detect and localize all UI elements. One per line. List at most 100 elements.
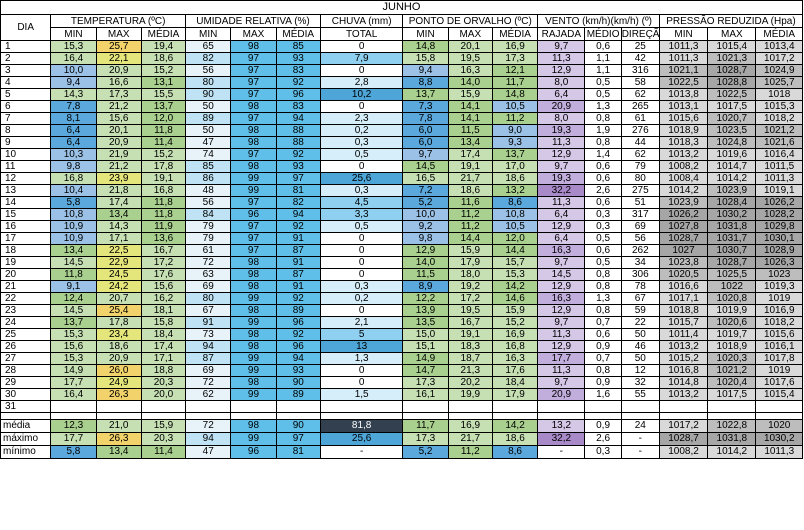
data-cell: 25,7: [95, 40, 142, 53]
data-cell: 42: [620, 52, 660, 65]
group-header: TEMPERATURA (ºC): [50, 14, 187, 28]
data-cell: 1029,8: [755, 220, 803, 233]
data-cell: 1018,2: [755, 316, 803, 329]
data-cell: 21,7: [447, 172, 493, 185]
data-cell: 19,1: [447, 160, 493, 173]
data-cell: 51: [620, 196, 660, 209]
data-cell: [185, 400, 232, 413]
data-cell: 15,3: [50, 352, 97, 365]
data-cell: 1018: [755, 88, 803, 101]
data-cell: 50: [620, 352, 660, 365]
day-number: 11: [0, 160, 52, 173]
data-cell: 99: [230, 388, 277, 401]
data-cell: 1020,7: [707, 112, 757, 125]
data-cell: 1023: [755, 268, 803, 281]
day-number: 28: [0, 364, 52, 377]
data-cell: 1030,7: [707, 244, 757, 257]
stat-label: máximo: [0, 432, 52, 446]
data-cell: 13,2: [491, 184, 539, 197]
data-cell: 276: [620, 124, 660, 137]
data-cell: 1031,8: [707, 220, 757, 233]
data-cell: 1027: [658, 244, 709, 257]
day-number: 14: [0, 196, 52, 209]
data-cell: 11,2: [447, 445, 493, 459]
data-cell: 1021,1: [658, 64, 709, 77]
data-cell: 0,8: [584, 112, 622, 125]
data-cell: [140, 400, 187, 413]
data-cell: 1017,6: [755, 376, 803, 389]
data-cell: 15,0: [402, 328, 449, 341]
group-header: CHUVA (mm): [319, 14, 404, 28]
group-header: UMIDADE RELATIVA (%): [185, 14, 321, 28]
data-cell: 11,3: [537, 52, 586, 65]
data-cell: 4,5: [319, 196, 404, 209]
data-cell: 14,9: [402, 352, 449, 365]
data-cell: 20,9: [95, 64, 142, 77]
data-cell: 20,1: [95, 124, 142, 137]
data-cell: 98: [230, 268, 277, 281]
data-cell: 93: [275, 364, 321, 377]
data-cell: 98: [230, 419, 277, 433]
data-cell: 15,3: [50, 328, 97, 341]
data-cell: [620, 400, 660, 413]
data-cell: 87: [275, 244, 321, 257]
separator-cell: [755, 412, 803, 420]
data-cell: 32,2: [537, 432, 586, 446]
data-cell: 2,3: [319, 112, 404, 125]
separator-cell: [230, 412, 277, 420]
day-number: 30: [0, 388, 52, 401]
data-cell: [447, 400, 493, 413]
data-cell: 17,8: [95, 316, 142, 329]
data-cell: 20,9: [537, 100, 586, 113]
data-cell: 9,7: [537, 316, 586, 329]
day-number: 5: [0, 88, 52, 101]
data-cell: 1,1: [584, 64, 622, 77]
data-cell: 13,5: [402, 316, 449, 329]
data-cell: 0,3: [584, 445, 622, 459]
data-cell: 16,3: [537, 244, 586, 257]
day-number: 6: [0, 100, 52, 113]
data-cell: 16,7: [140, 244, 187, 257]
data-cell: 93: [275, 160, 321, 173]
data-cell: 6,4: [537, 208, 586, 221]
column-header: MIN: [50, 27, 97, 41]
column-header: MÉDIA: [140, 27, 187, 41]
data-cell: 0,5: [319, 220, 404, 233]
data-cell: 10,9: [50, 220, 97, 233]
data-cell: 1015,3: [755, 100, 803, 113]
data-cell: 22,5: [95, 244, 142, 257]
data-cell: 8,8: [402, 76, 449, 89]
data-cell: 11,3: [537, 364, 586, 377]
data-cell: 14,2: [491, 419, 539, 433]
data-cell: 98: [230, 328, 277, 341]
data-cell: 18,7: [447, 352, 493, 365]
data-cell: 59: [620, 304, 660, 317]
data-cell: 16,9: [447, 419, 493, 433]
data-cell: 1025,7: [755, 76, 803, 89]
data-cell: 89: [275, 304, 321, 317]
data-cell: 19,5: [447, 304, 493, 317]
data-cell: 15,3: [50, 40, 97, 53]
data-cell: 1018,3: [658, 136, 709, 149]
day-number: 4: [0, 76, 52, 89]
data-cell: 44: [620, 136, 660, 149]
column-header: MIN: [658, 27, 709, 41]
data-cell: 17,6: [491, 364, 539, 377]
data-cell: 15,9: [491, 304, 539, 317]
data-cell: 1,6: [584, 388, 622, 401]
data-cell: 1028,7: [707, 64, 757, 77]
data-cell: 0,2: [319, 292, 404, 305]
data-cell: 50: [185, 124, 232, 137]
data-cell: 11,2: [491, 112, 539, 125]
data-cell: -: [620, 445, 660, 459]
data-cell: [230, 400, 277, 413]
data-cell: 16,4: [50, 52, 97, 65]
data-cell: 1013,2: [658, 388, 709, 401]
data-cell: 17,3: [95, 88, 142, 101]
data-cell: 2,6: [584, 184, 622, 197]
data-cell: 17,9: [491, 388, 539, 401]
data-cell: 1016,6: [658, 280, 709, 293]
data-cell: 97: [230, 52, 277, 65]
data-cell: 96: [275, 340, 321, 353]
table-row: 5 14,3 17,3 15,5 90 97 96 10,2 13,7 15,9 14,8 6,4 0,…: [0, 88, 803, 101]
